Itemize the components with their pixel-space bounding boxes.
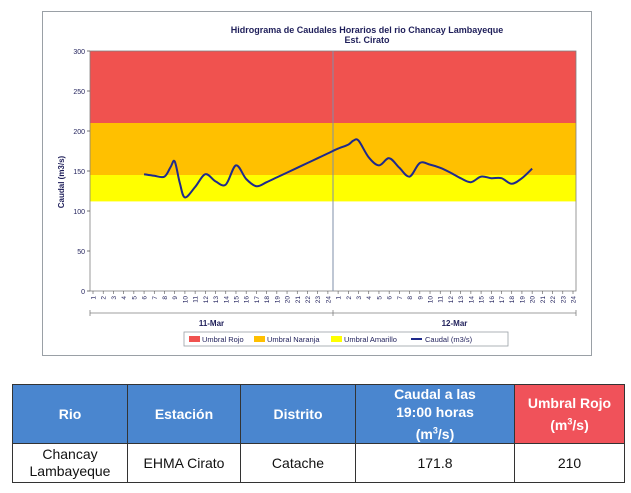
x-tick-label: 5 [131, 296, 138, 300]
y-tick-label: 200 [73, 129, 85, 136]
x-tick-label: 21 [295, 296, 302, 304]
x-tick-label: 7 [152, 296, 159, 300]
x-tick-label: 1 [91, 296, 98, 300]
x-tick-label: 16 [489, 296, 496, 304]
x-tick-label: 19 [274, 296, 281, 304]
chart-panel: Hidrograma de Caudales Horarios del rio … [42, 11, 592, 356]
cell-distrito: Catache [240, 443, 356, 483]
legend-label-red: Umbral Rojo [202, 335, 244, 344]
station-table: Rio Estación Distrito Caudal a las 19:00… [12, 384, 625, 483]
x-tick-label: 10 [182, 296, 189, 304]
x-tick-label: 24 [571, 296, 578, 304]
y-tick-label: 100 [73, 209, 85, 216]
x-tick-label: 4 [366, 296, 373, 300]
x-tick-label: 3 [356, 296, 363, 300]
x-tick-label: 12 [448, 296, 455, 304]
x-tick-label: 2 [346, 296, 353, 300]
header-caudal-unit: (m3/s) [415, 425, 455, 442]
y-tick-label: 250 [73, 89, 85, 96]
x-tick-label: 17 [254, 296, 261, 304]
x-tick-label: 19 [519, 296, 526, 304]
day-label: 11-Mar [199, 319, 224, 328]
header-caudal-line2: 19:00 horas [396, 404, 474, 421]
x-tick-label: 18 [264, 296, 271, 304]
x-tick-label: 7 [397, 296, 404, 300]
header-distrito: Distrito [240, 384, 356, 444]
hydrograph-chart: Hidrograma de Caudales Horarios del rio … [57, 25, 578, 347]
cell-caudal: 171.8 [355, 443, 515, 483]
y-tick-label: 50 [77, 249, 85, 256]
x-tick-label: 11 [193, 296, 200, 303]
day-label: 12-Mar [442, 319, 468, 328]
x-tick-label: 9 [172, 296, 179, 300]
x-tick-label: 14 [468, 296, 475, 304]
legend-label-caudal: Caudal (m3/s) [425, 335, 473, 344]
x-tick-label: 10 [428, 296, 435, 304]
y-tick-label: 300 [73, 49, 85, 56]
x-tick-label: 6 [387, 296, 394, 300]
x-tick-label: 12 [203, 296, 210, 304]
chart-title: Hidrograma de Caudales Horarios del rio … [231, 25, 504, 35]
x-tick-label: 13 [213, 296, 220, 304]
header-estacion: Estación [127, 384, 241, 444]
legend: Umbral Rojo Umbral Naranja Umbral Amaril… [183, 331, 509, 347]
table-row: Chancay Lambayeque EHMA Cirato Catache 17… [12, 443, 625, 483]
legend-swatch-yellow [331, 336, 342, 342]
x-tick-label: 8 [162, 296, 169, 300]
x-tick-label: 15 [233, 296, 240, 304]
x-tick-label: 11 [438, 296, 445, 303]
table-header-row: Rio Estación Distrito Caudal a las 19:00… [12, 384, 625, 444]
x-tick-label: 14 [223, 296, 230, 304]
cell-rio: Chancay Lambayeque [12, 443, 128, 483]
x-tick-label: 22 [305, 296, 312, 304]
x-tick-label: 18 [509, 296, 516, 304]
x-tick-label: 23 [315, 296, 322, 304]
x-tick-label: 20 [285, 296, 292, 304]
header-caudal: Caudal a las 19:00 horas (m3/s) [355, 384, 515, 444]
legend-swatch-orange [254, 336, 265, 342]
x-tick-label: 4 [121, 296, 128, 300]
header-umbral-line1: Umbral Rojo [527, 395, 612, 412]
series-line-caudal [143, 138, 533, 199]
y-tick-label: 150 [73, 169, 85, 176]
x-tick-label: 6 [142, 296, 149, 300]
x-tick-label: 17 [499, 296, 506, 304]
legend-label-yellow: Umbral Amarillo [344, 335, 397, 344]
x-tick-label: 5 [376, 296, 383, 300]
x-tick-label: 24 [325, 296, 332, 304]
header-rio: Rio [12, 384, 128, 444]
x-tick-label: 13 [458, 296, 465, 304]
x-tick-label: 22 [550, 296, 557, 304]
x-tick-label: 2 [101, 296, 108, 300]
chart-subtitle: Est. Cirato [344, 35, 390, 45]
x-tick-label: 21 [540, 296, 547, 304]
x-tick-label: 16 [244, 296, 251, 304]
x-tick-label: 1 [336, 296, 343, 300]
x-tick-label: 8 [407, 296, 414, 300]
header-caudal-line1: Caudal a las [394, 386, 476, 403]
y-tick-label: 0 [81, 289, 85, 296]
x-tick-label: 20 [530, 296, 537, 304]
y-axis-label: Caudal (m3/s) [57, 155, 66, 208]
cell-umbral: 210 [514, 443, 625, 483]
header-umbral-unit: (m3/s) [550, 416, 589, 433]
x-tick-label: 9 [417, 296, 424, 300]
x-tick-label: 15 [479, 296, 486, 304]
legend-swatch-red [189, 336, 200, 342]
legend-label-orange: Umbral Naranja [267, 335, 320, 344]
x-tick-label: 23 [560, 296, 567, 304]
x-tick-label: 3 [111, 296, 118, 300]
cell-estacion: EHMA Cirato [127, 443, 241, 483]
header-umbral-rojo: Umbral Rojo (m3/s) [514, 384, 625, 444]
